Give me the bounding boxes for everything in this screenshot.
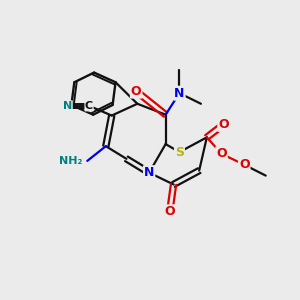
Text: N: N <box>63 101 72 111</box>
Text: O: O <box>216 147 227 160</box>
Text: S: S <box>175 146 184 159</box>
Text: NH₂: NH₂ <box>59 156 83 166</box>
Text: N: N <box>144 166 154 179</box>
Text: O: O <box>131 85 142 98</box>
Text: O: O <box>164 205 175 218</box>
Text: O: O <box>239 158 250 171</box>
Text: N: N <box>174 87 184 100</box>
Text: O: O <box>218 118 229 131</box>
Text: C: C <box>85 101 93 111</box>
